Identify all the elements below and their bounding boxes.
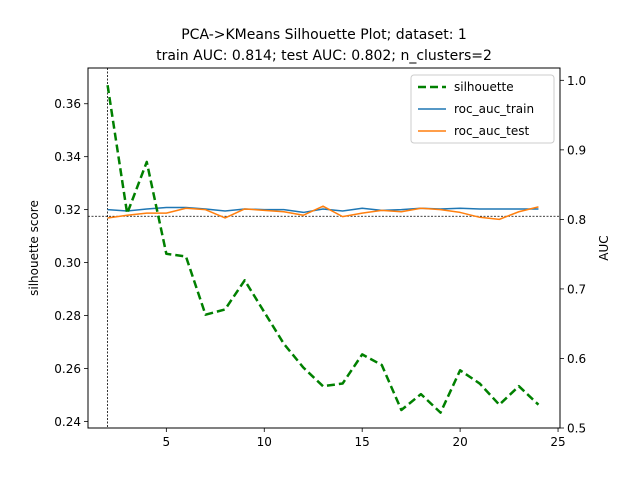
- series-line-roc-auc-train: [107, 206, 539, 214]
- y-left-tick-label: 0.26: [54, 362, 81, 376]
- legend-label-silhouette: silhouette: [454, 80, 514, 94]
- chart-title-line-1: PCA->KMeans Silhouette Plot; dataset: 1: [181, 27, 467, 43]
- y-axis-label-left: silhouette score: [27, 200, 41, 296]
- x-tick-label: 10: [257, 435, 272, 449]
- y-right-tick-label: 0.7: [567, 282, 586, 296]
- y-left-tick-label: 0.36: [54, 97, 81, 111]
- y-right-tick-label: 0.8: [567, 213, 586, 227]
- x-tick-label: 20: [452, 435, 467, 449]
- y-left-tick-label: 0.34: [54, 150, 81, 164]
- x-tick-label: 25: [550, 435, 565, 449]
- series-line-silhouette: [106, 85, 540, 414]
- legend-label-roc-auc-test: roc_auc_test: [454, 124, 530, 138]
- y-right-tick-label: 0.6: [567, 352, 586, 366]
- y-right-tick-label: 0.9: [567, 143, 586, 157]
- x-tick-label: 5: [163, 435, 171, 449]
- y-right-tick-label: 0.5: [567, 422, 586, 436]
- y-axis-label-right: AUC: [597, 235, 611, 260]
- legend: silhouette roc_auc_train roc_auc_test: [410, 74, 555, 144]
- legend-box: [410, 74, 555, 144]
- y-left-tick-label: 0.30: [54, 256, 81, 270]
- y-right-tick-label: 1.0: [567, 74, 586, 88]
- chart-title-line-2: train AUC: 0.814; test AUC: 0.802; n_clu…: [156, 48, 492, 64]
- x-tick-label: 15: [355, 435, 370, 449]
- y-left-tick-label: 0.32: [54, 203, 81, 217]
- legend-label-roc-auc-train: roc_auc_train: [454, 102, 534, 116]
- y-left-tick-label: 0.24: [54, 415, 81, 429]
- y-left-tick-label: 0.28: [54, 309, 81, 323]
- axis-ticks: 5 10 15 20 25 0.24 0.26 0.28 0.30 0.32 0.34 0.36 0.5…: [54, 74, 586, 449]
- series-line-roc-auc-test: [107, 205, 539, 221]
- plot-area: [88, 68, 560, 428]
- plot-frame: [87, 67, 561, 429]
